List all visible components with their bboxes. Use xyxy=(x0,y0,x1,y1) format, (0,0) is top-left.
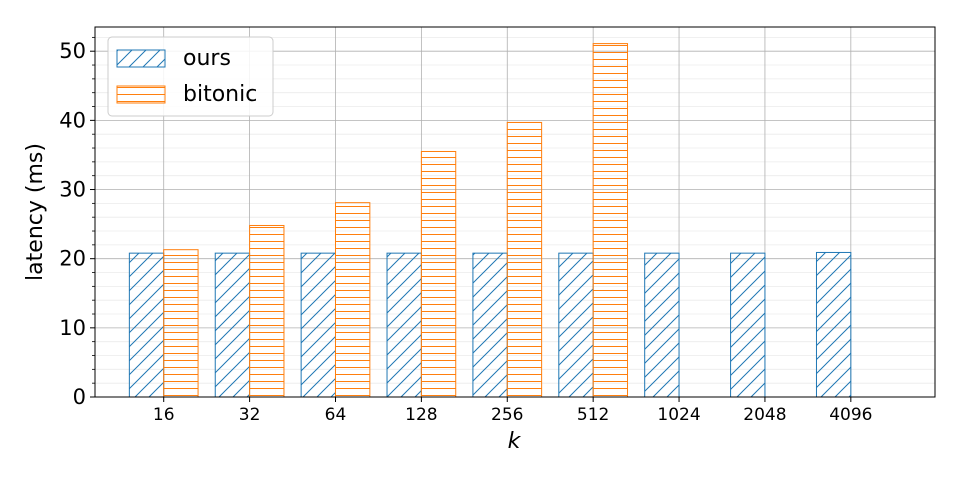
x-tick-label: 2048 xyxy=(743,405,786,425)
bar xyxy=(163,249,199,398)
y-tick-label: 40 xyxy=(59,108,86,132)
legend-swatch xyxy=(116,49,166,68)
plot-frame xyxy=(94,26,936,398)
bar xyxy=(506,121,543,398)
x-tick-label: 4096 xyxy=(829,405,872,425)
bar xyxy=(420,150,457,398)
y-tick-label: 50 xyxy=(59,39,86,63)
legend-label: ours xyxy=(183,46,231,71)
x-tick-label: 1024 xyxy=(657,405,700,425)
bar xyxy=(472,252,508,398)
bar xyxy=(644,252,680,398)
legend-swatch xyxy=(116,85,166,104)
bar xyxy=(334,202,371,398)
y-tick-label: 20 xyxy=(59,247,86,271)
bar xyxy=(815,251,852,398)
bar xyxy=(214,252,251,398)
y-tick-label: 30 xyxy=(59,178,86,202)
x-tick-label: 32 xyxy=(239,405,261,425)
bar xyxy=(386,252,422,398)
bar xyxy=(592,43,629,398)
bar xyxy=(128,252,165,398)
x-tick-label: 512 xyxy=(577,405,609,425)
x-tick-label: 16 xyxy=(153,405,175,425)
x-tick-label: 128 xyxy=(405,405,437,425)
x-axis-label: k xyxy=(508,429,522,454)
y-tick-label: 0 xyxy=(73,385,86,409)
x-tick-label: 64 xyxy=(325,405,347,425)
y-axis-label: latency (ms) xyxy=(23,143,48,281)
bar xyxy=(249,224,285,398)
bar xyxy=(300,252,336,398)
legend-label: bitonic xyxy=(183,82,257,107)
y-tick-label: 10 xyxy=(59,316,86,340)
bar xyxy=(558,252,594,398)
bar xyxy=(730,252,766,398)
x-tick-label: 256 xyxy=(491,405,523,425)
